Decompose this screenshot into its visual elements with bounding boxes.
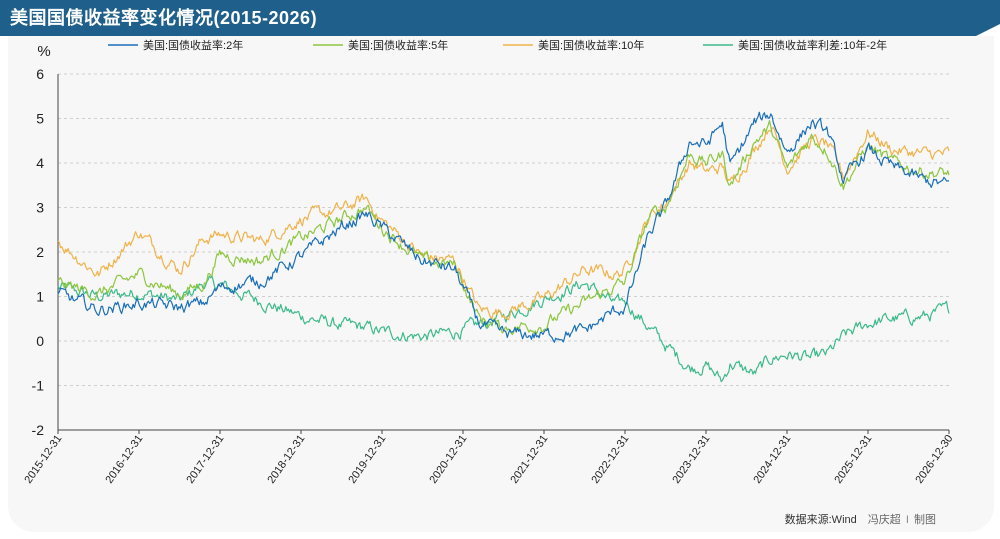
x-tick-label: 2026-12-30: [913, 433, 955, 486]
series-line-y2: [57, 111, 950, 343]
y-tick-label: 1: [36, 289, 44, 305]
chart-panel: -2 -1 0 1 2 3 4 5 6% 2015-12-31 2016-12-31 2017-12-…: [8, 36, 994, 532]
legend-label: 美国:国债收益率利差:10年-2年: [738, 38, 887, 52]
y-tick-label: -2: [32, 422, 45, 438]
credit-made-label: 制图: [914, 514, 936, 526]
author-name: 冯庆超: [867, 514, 901, 526]
title-banner-background: [0, 0, 1000, 36]
credit-line: 数据来源:Wind 冯庆超 I 制图: [785, 511, 936, 527]
legend-label: 美国:国债收益率:10年: [538, 38, 644, 52]
x-tick-label: 2025-12-31: [832, 433, 874, 486]
series-line-y5: [57, 120, 950, 336]
legend-label: 美国:国债收益率:5年: [348, 38, 448, 52]
y-tick-label: 6: [36, 66, 44, 82]
x-tick-label: 2017-12-31: [184, 433, 226, 486]
x-tick-label: 2015-12-31: [22, 433, 64, 486]
x-tick-label: 2024-12-31: [751, 433, 793, 486]
y-tick-label: 0: [36, 333, 44, 349]
line-chart: -2 -1 0 1 2 3 4 5 6% 2015-12-31 2016-12-31 2017-12-…: [22, 38, 955, 486]
credit-separator: I: [905, 514, 909, 526]
y-tick-label: -1: [32, 378, 45, 394]
legend-label: 美国:国债收益率:2年: [143, 38, 243, 52]
y-axis-unit: %: [37, 43, 50, 60]
x-tick-label: 2018-12-31: [265, 433, 307, 486]
series-line-y10: [57, 126, 950, 321]
title-banner: [0, 0, 1000, 36]
x-tick-label: 2020-12-31: [427, 433, 469, 486]
x-tick-label: 2022-12-31: [589, 433, 631, 486]
data-source: 数据来源:Wind: [784, 514, 857, 526]
y-tick-label: 5: [36, 111, 44, 127]
y-tick-label: 3: [36, 200, 44, 216]
y-tick-label: 4: [36, 155, 44, 171]
x-tick-label: 2023-12-31: [670, 433, 712, 486]
x-tick-label: 2016-12-31: [103, 433, 145, 486]
chart-title: 美国国债收益率变化情况(2015-2026): [10, 8, 318, 28]
x-tick-label: 2021-12-31: [508, 433, 550, 486]
x-tick-label: 2019-12-31: [346, 433, 388, 486]
y-tick-label: 2: [36, 244, 44, 260]
